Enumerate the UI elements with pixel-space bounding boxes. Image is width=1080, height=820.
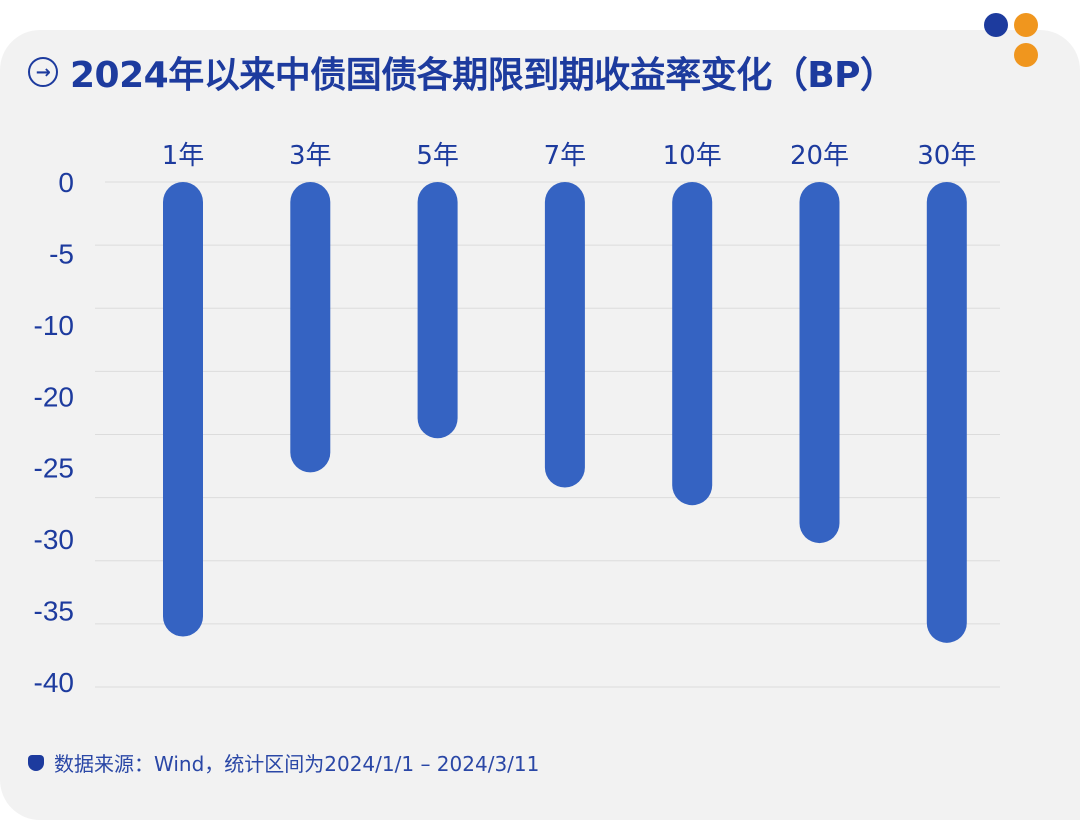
x-category-label: 3年 xyxy=(289,141,332,171)
y-tick-label: -40 xyxy=(34,667,74,698)
logo-dot-blue xyxy=(984,13,1008,37)
bar-3年 xyxy=(290,182,331,473)
x-category-label: 20年 xyxy=(790,141,849,171)
x-category-label: 5年 xyxy=(416,141,459,171)
logo-dot-orange-top xyxy=(1014,13,1038,37)
x-category-label: 7年 xyxy=(544,141,587,171)
arrow-right-circle-icon: → xyxy=(28,57,58,87)
y-tick-label: -10 xyxy=(34,310,74,341)
y-tick-label: -25 xyxy=(34,453,74,484)
bar-1年 xyxy=(163,182,203,637)
x-category-label: 10年 xyxy=(663,141,722,171)
y-tick-label: -5 xyxy=(49,238,74,269)
y-tick-label: 0 xyxy=(58,167,74,198)
bar-7年 xyxy=(544,182,585,488)
source-note: 数据来源：Wind，统计区间为2024/1/1 – 2024/3/11 xyxy=(54,752,540,776)
y-tick-label: -35 xyxy=(34,596,74,627)
bar-20年 xyxy=(799,182,840,544)
chart-title-row: → 2024年以来中债国债各期限到期收益率变化（BP） xyxy=(28,46,896,98)
footer: 数据来源：Wind，统计区间为2024/1/1 – 2024/3/11 xyxy=(28,748,539,777)
logo-dot-orange-bottom xyxy=(1014,43,1038,67)
y-tick-label: -20 xyxy=(34,381,74,412)
chart-title: 2024年以来中债国债各期限到期收益率变化（BP） xyxy=(70,55,896,96)
bar-5年 xyxy=(417,182,458,439)
bar-10年 xyxy=(672,182,713,506)
x-category-label: 1年 xyxy=(162,141,205,171)
bar-30年 xyxy=(926,182,967,643)
source-icon xyxy=(28,754,44,771)
x-category-label: 30年 xyxy=(917,141,976,171)
y-tick-label: -30 xyxy=(34,524,74,555)
